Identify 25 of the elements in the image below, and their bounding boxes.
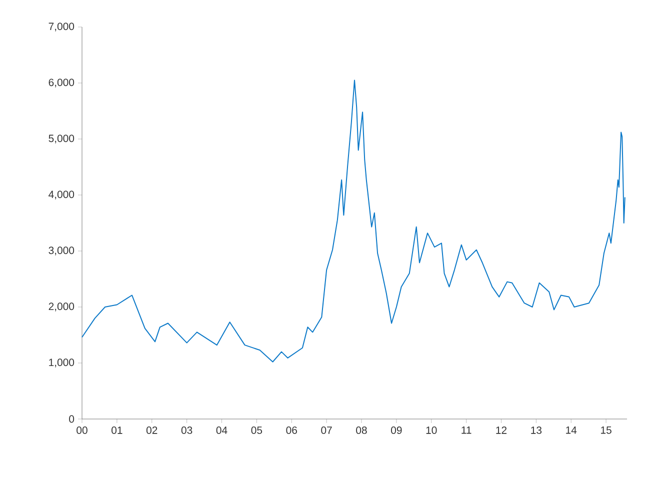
x-tick-label: 14 [566, 426, 577, 434]
x-tick-label: 06 [286, 426, 297, 434]
x-tick-label: 13 [531, 426, 542, 434]
x-tick-label: 10 [426, 426, 437, 434]
x-tick-label: 12 [496, 426, 507, 434]
x-tick-label: 08 [356, 426, 367, 434]
y-tick-label: 0 [69, 415, 74, 423]
y-tick-label: 1,000 [49, 358, 74, 368]
x-tick-label: 02 [146, 426, 158, 434]
line-series [82, 80, 626, 362]
y-tick-label: 4,000 [48, 190, 74, 200]
y-tick-label: 6,000 [48, 78, 74, 88]
y-tick-label: 7,000 [48, 22, 74, 32]
x-tick-label: 01 [112, 426, 122, 434]
x-tick-label: 15 [601, 426, 612, 434]
y-tick-label: 3,000 [48, 246, 74, 256]
x-tick-label: 07 [321, 426, 332, 434]
x-tick-label: 05 [251, 426, 262, 434]
x-tick-label: 04 [216, 426, 228, 434]
x-tick-label: 00 [76, 426, 88, 434]
x-tick-label: 09 [391, 426, 402, 434]
x-tick-label: 11 [462, 426, 472, 434]
x-tick-label: 03 [181, 426, 192, 434]
y-tick-label: 2,000 [48, 302, 74, 312]
y-tick-label: 5,000 [48, 134, 74, 144]
